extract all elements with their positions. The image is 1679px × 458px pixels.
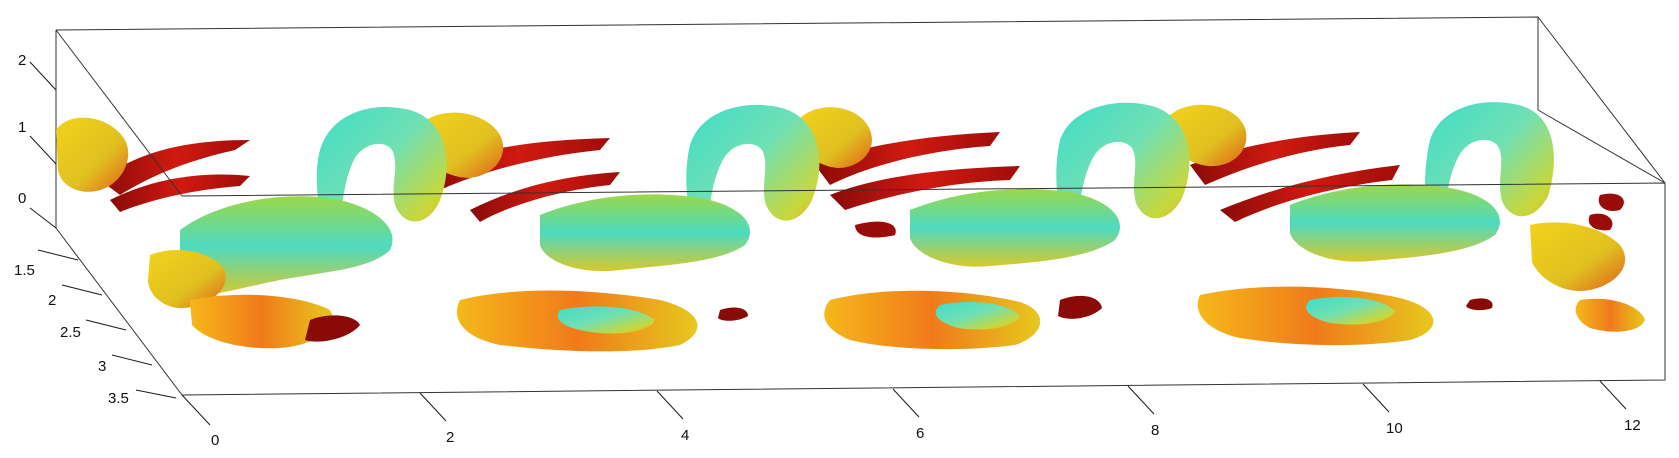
x-tick-label: 6 [916,425,924,442]
x-tick-label: 0 [211,432,219,449]
x-tick-label: 10 [1386,420,1403,437]
red-vortex-streaks [100,132,1624,238]
y-tick-label: 3 [98,358,106,375]
y-tick-label: 3.5 [108,390,129,407]
z-axis: 2 1 0 [18,52,57,229]
bounding-box-front [55,16,1666,396]
x-tick-label: 2 [446,429,454,446]
x-tick-label: 8 [1151,422,1159,439]
z-tick-label: 2 [18,52,26,69]
near-wall-sheets [190,286,1645,352]
cyan-hairpin-vortices [316,102,1554,240]
z-tick-label: 0 [18,190,26,207]
x-axis: 0 2 4 6 8 10 12 [181,380,1641,449]
x-tick-label: 4 [681,427,689,444]
y-axis: 1.5 2 2.5 3 3.5 [14,249,177,407]
y-tick-label: 2 [48,292,56,309]
z-tick-label: 1 [18,119,26,136]
streamwise-vortex-legs [148,184,1626,309]
x-tick-label: 12 [1624,417,1641,434]
y-tick-label: 2.5 [60,324,81,341]
y-tick-label: 1.5 [14,262,35,279]
